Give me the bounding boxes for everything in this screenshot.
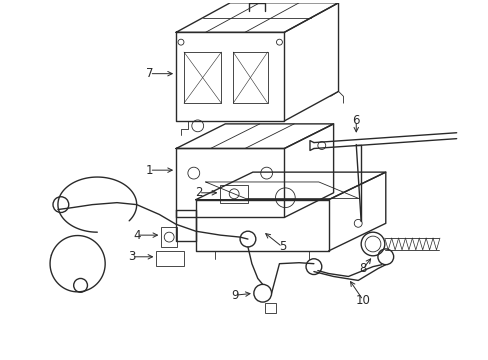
Text: 7: 7 [145, 67, 153, 80]
Text: 4: 4 [133, 229, 140, 242]
Text: 5: 5 [278, 240, 285, 253]
Bar [264, 303, 276, 313]
Bar [161, 227, 177, 247]
Bar [156, 251, 183, 266]
Text: 1: 1 [145, 164, 153, 177]
Text: 2: 2 [195, 186, 202, 199]
Text: 6: 6 [352, 114, 359, 127]
Text: 8: 8 [359, 262, 366, 275]
Text: 3: 3 [128, 250, 135, 263]
Bar [220, 185, 247, 203]
Text: 9: 9 [231, 289, 239, 302]
Text: 10: 10 [355, 294, 370, 307]
